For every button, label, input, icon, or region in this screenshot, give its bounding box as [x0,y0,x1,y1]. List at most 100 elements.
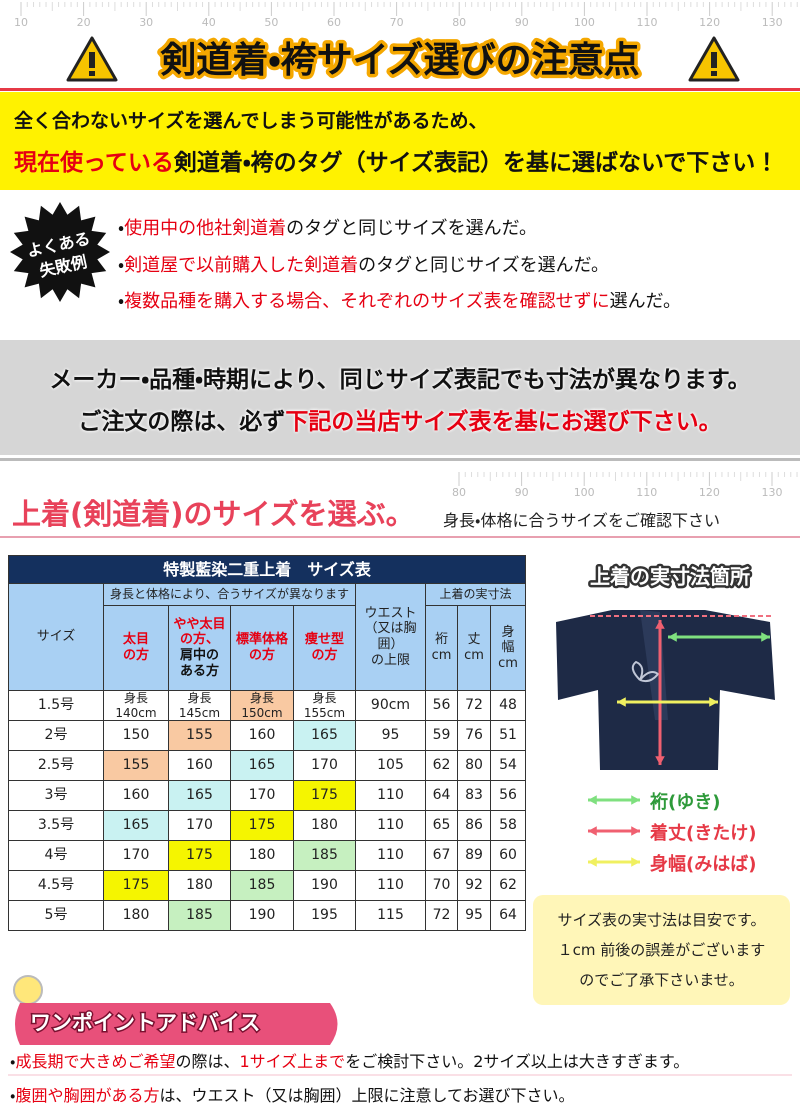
ruler-label: 30 [139,16,153,29]
ruler-label: 50 [264,16,278,29]
text-segment: やや太目 の方、 [173,616,226,648]
header-cell: 身 幅 cm [489,605,527,691]
note-line: サイズ表の実寸法は目安です。 [557,911,766,929]
data-cell: 165 [230,750,294,781]
data-cell: 175 [168,840,231,871]
header-cell: ウエスト （又は胸 囲） の上限 [355,583,426,691]
data-cell: 56 [489,780,527,811]
data-cell: 48 [489,690,527,721]
failure-box [0,190,800,340]
text-segment: 1サイズ上まで [239,1052,346,1071]
length-arrow-head [655,756,665,765]
text-segment: ご注文の際は、必ず [78,409,286,435]
data-cell: 95 [355,720,426,751]
text-segment: をご検討下さい。2サイズ以上は大きすぎます。 [345,1052,690,1071]
data-cell: 身長 155cm [293,690,356,721]
data-row: 2号 150 155 160 165 95 59 76 51 [8,720,527,751]
data-cell: 62 [425,750,458,781]
text-segment: 標準体格 の方 [235,632,288,663]
text-segment: ・ [118,291,125,312]
data-cell: 67 [425,840,458,871]
data-cell: 72 [425,900,458,931]
legend-arrow-head [631,795,640,805]
data-cell: 86 [457,810,491,841]
data-row: 5号 180 185 190 195 115 72 95 64 [8,900,527,931]
text-segment: 下記の当店サイズ表を基にお選び下さい。 [285,409,722,435]
data-cell: 1.5号 [8,690,104,721]
ruler-label: 130 [762,16,783,29]
ruler-label: 40 [202,16,216,29]
measure-arrows [588,620,770,867]
data-cell: 56 [425,690,458,721]
width-arrow-head [617,697,626,707]
header-cell: 身長と体格により、合うサイズが異なります [103,583,356,606]
legend-arrow-head [588,795,597,805]
failure-item: ・使用中の他社剣道着のタグと同じサイズを選んだ。 [118,214,537,240]
mark [711,52,717,68]
warning-line: 全く合わないサイズを選んでしまう可能性があるため、 [14,110,488,132]
data-cell: 62 [489,870,527,901]
badge-star [10,202,110,302]
table-title-row: 特製藍染二重上着 サイズ表 [7,555,527,584]
advice-item: ・腹囲や胸囲がある方は、ウエスト（又は胸囲）上限に注意してお選び下さい。 [10,1082,575,1106]
data-cell: 65 [425,810,458,841]
ruler-label: 100 [574,16,595,29]
text-segment: ・ [10,1052,16,1071]
ruler-label: 90 [515,16,529,29]
data-cell: 70 [425,870,458,901]
text-segment: のタグと同じサイズを選んだ。 [286,218,538,239]
bulb [13,975,43,1005]
ruler-label: 120 [699,16,720,29]
ruler-label: 120 [699,486,720,499]
note-line: １cm 前後の誤差がございます [557,941,766,959]
diagram-title: 上着の実寸法箇所 [590,565,750,589]
header-cell: 丈 cm [457,605,491,691]
legend-arrow-head [631,857,640,867]
data-cell: 92 [457,870,491,901]
data-cell: 160 [168,750,231,781]
ruler-label: 70 [390,16,404,29]
data-cell: 76 [457,720,491,751]
data-cell: 3号 [8,780,104,811]
data-cell: 155 [168,720,231,751]
warning-line: 現在使っている剣道着・袴のタグ（サイズ表記）を基に選ばないで下さい！ [14,143,778,177]
header-row: サイズ 身長と体格により、合うサイズが異なります ウエスト （又は胸 囲） の上限上… [8,583,527,691]
data-cell: 64 [489,900,527,931]
mark [89,52,95,68]
header-cell: 太目 の方 [103,605,169,691]
data-cell: 2.5号 [8,750,104,781]
legend-label: 身幅(みはば) [650,854,757,875]
data-cell: 身長 150cm [230,690,294,721]
data-cell: 180 [168,870,231,901]
text-segment: は、ウエスト（又は胸囲）上限に注意してお選び下さい。 [159,1086,575,1105]
data-cell: 180 [103,900,169,931]
advice-title: ワンポイントアドバイス [30,1011,260,1035]
data-cell: 170 [103,840,169,871]
jacket-tie [631,660,660,683]
data-cell: 170 [168,810,231,841]
data-cell: 110 [355,780,426,811]
failure-item: ・複数品種を購入する場合、それぞれのサイズ表を確認せずに選んだ。 [118,287,681,313]
data-cell: 51 [489,720,527,751]
data-cell: 身長 145cm [168,690,231,721]
text-segment: 選んだ。 [609,291,682,312]
ruler-label: 60 [327,16,341,29]
caution-line: メーカー・品種・時期により、同じサイズ表記でも寸法が異なります。 [49,367,751,393]
title-svg: 剣道着・袴サイズ選びの注意点 [156,36,643,85]
note: サイズ表の実寸法は目安です。 １cm 前後の誤差がございます のでご了承下さいませ。 [533,905,790,995]
mark [89,71,95,76]
advice-title-svg: ワンポイントアドバイス [29,1010,262,1037]
data-cell: 110 [355,810,426,841]
legend-arrow-head [588,857,597,867]
data-row: 4号 170 175 180 185 110 67 89 60 [8,840,527,871]
data-cell: 115 [355,900,426,931]
data-cell: 3.5号 [8,810,104,841]
data-cell: 170 [230,780,294,811]
data-cell: 90cm [355,690,426,721]
data-row: 4.5号 175 180 185 190 110 70 92 62 [8,870,527,901]
text-segment: 使用中の他社剣道着 [124,218,287,239]
